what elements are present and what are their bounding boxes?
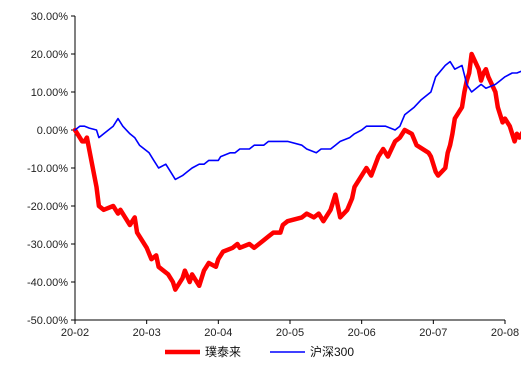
y-tick-label: 30.00% [31,11,69,23]
y-tick-label: 20.00% [31,49,69,61]
series-layer [72,51,521,292]
series-line-2 [74,60,521,181]
x-axis: 20-02 20-03 20-04 20-05 20-06 20-07 20-08 [61,319,519,339]
legend-label-2: 沪深300 [310,345,354,359]
x-tick-label: 20-05 [276,327,304,339]
x-tick-label: 20-08 [491,327,519,339]
legend: 璞泰来 沪深300 [165,345,354,359]
series-line-1 [72,51,521,292]
x-tick-label: 20-04 [204,327,232,339]
y-axis: 30.00% 20.00% 10.00% 0.00% -10.00% -20.00% -30… [27,11,76,327]
y-tick-label: -40.00% [27,277,68,289]
y-tick-label: 0.00% [37,125,68,137]
legend-label-1: 璞泰来 [205,345,241,359]
x-tick-label: 20-02 [61,327,89,339]
y-tick-label: 10.00% [31,87,69,99]
y-tick-label: -10.00% [27,163,68,175]
x-tick-label: 20-06 [348,327,376,339]
x-tick-label: 20-07 [419,327,447,339]
y-tick-label: -50.00% [27,315,68,327]
y-tick-label: -20.00% [27,201,68,213]
y-tick-label: -30.00% [27,239,68,251]
x-tick-label: 20-03 [133,327,161,339]
